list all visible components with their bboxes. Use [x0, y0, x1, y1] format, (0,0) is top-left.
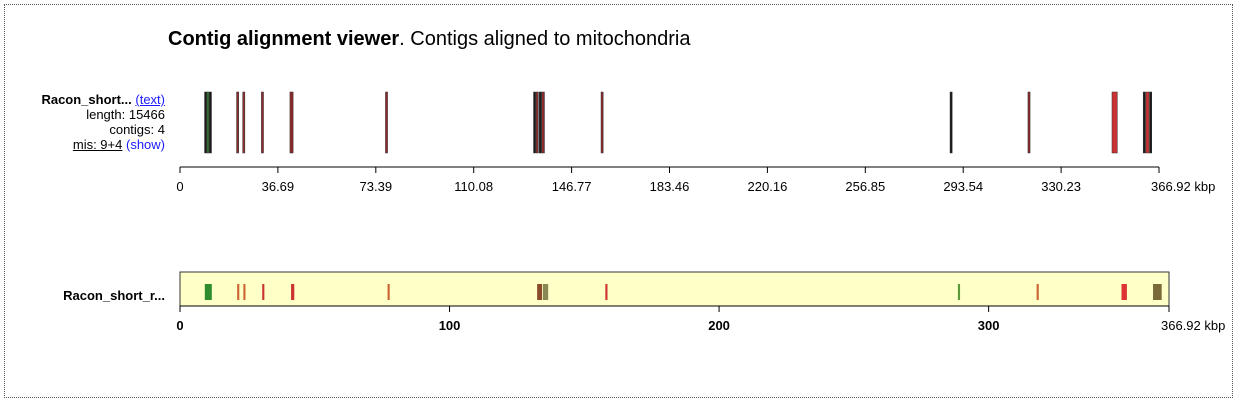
- tick-label-1-7: 256.85: [845, 179, 885, 194]
- tick-label-2-2: 200: [708, 318, 730, 333]
- alignment-block-1-11: [541, 91, 545, 154]
- alignment-block-1-6: [289, 91, 294, 154]
- alignment-block-1-15: [1111, 91, 1118, 154]
- alignment-block-1-8: [533, 91, 536, 154]
- alignment-block-1-2: [209, 91, 212, 154]
- alignment-block-1-9: [535, 91, 539, 154]
- alignment-block-1-17: [1145, 91, 1150, 154]
- title-bold: Contig alignment viewer: [168, 28, 400, 50]
- alignment-block-1-18: [1149, 91, 1152, 154]
- alignment-block-1-13: [949, 91, 953, 154]
- alignment-block-2-12: [1153, 284, 1162, 300]
- alignment-block-2-7: [542, 284, 549, 300]
- row1-name: Racon_short...: [41, 92, 132, 107]
- alignment-block-1-16: [1142, 91, 1146, 154]
- alignment-block-2-11: [1121, 284, 1127, 300]
- viewer-frame: [4, 4, 1233, 398]
- alignment-block-1-7: [385, 91, 388, 154]
- tick-label-1-10: 366.92 kbp: [1151, 179, 1215, 194]
- row1-contigs: contigs: 4: [109, 122, 165, 137]
- tick-label-1-8: 293.54: [943, 179, 983, 194]
- overview-panel: [179, 271, 1170, 307]
- tick-label-2-0: 0: [176, 318, 183, 333]
- alignment-block-2-1: [237, 284, 240, 300]
- tick-label-1-3: 110.08: [454, 179, 493, 194]
- row1-mis[interactable]: mis: 9+4: [72, 137, 123, 152]
- alignment-block-2-5: [387, 284, 390, 300]
- title-rest: . Contigs aligned to mitochondria: [399, 28, 691, 50]
- alignment-block-2-2: [243, 284, 246, 300]
- row1-length: length: 15466: [86, 107, 165, 122]
- alignment-block-1-12: [600, 91, 604, 154]
- tick-label-1-4: 146.77: [552, 179, 592, 194]
- alignment-block-2-6: [537, 284, 542, 300]
- alignment-block-1-14: [1027, 91, 1031, 154]
- alignment-block-2-4: [291, 284, 295, 300]
- alignment-block-2-3: [262, 284, 265, 300]
- tick-label-1-9: 330.23: [1041, 179, 1081, 194]
- alignment-block-1-10: [538, 91, 542, 154]
- alignment-block-2-8: [605, 284, 608, 300]
- alignment-block-1-4: [242, 91, 246, 154]
- alignment-block-1-1: [206, 91, 210, 154]
- alignment-block-2-9: [957, 284, 961, 300]
- tick-label-1-0: 0: [176, 179, 183, 194]
- tick-label-1-1: 36.69: [262, 179, 295, 194]
- page-title: Contig alignment viewer. Contigs aligned…: [168, 28, 690, 51]
- alignment-block-1-3: [236, 91, 239, 154]
- row1-label-block: Racon_short... (text) length: 15466 cont…: [41, 92, 165, 152]
- tick-label-1-5: 183.46: [650, 179, 690, 194]
- alignment-block-2-0: [204, 284, 212, 300]
- alignment-block-2-10: [1036, 284, 1039, 300]
- tick-label-2-1: 100: [439, 318, 461, 333]
- alignment-block-1-0: [204, 91, 207, 154]
- tick-label-1-6: 220.16: [748, 179, 788, 194]
- tick-label-2-4: 366.92 kbp: [1161, 318, 1225, 333]
- tick-label-1-2: 73.39: [360, 179, 393, 194]
- show-link[interactable]: (show): [125, 137, 165, 152]
- row2-name: Racon_short_r...: [63, 288, 165, 303]
- alignment-block-1-5: [261, 91, 264, 154]
- text-link[interactable]: (text): [135, 92, 165, 107]
- tick-label-2-3: 300: [978, 318, 1000, 333]
